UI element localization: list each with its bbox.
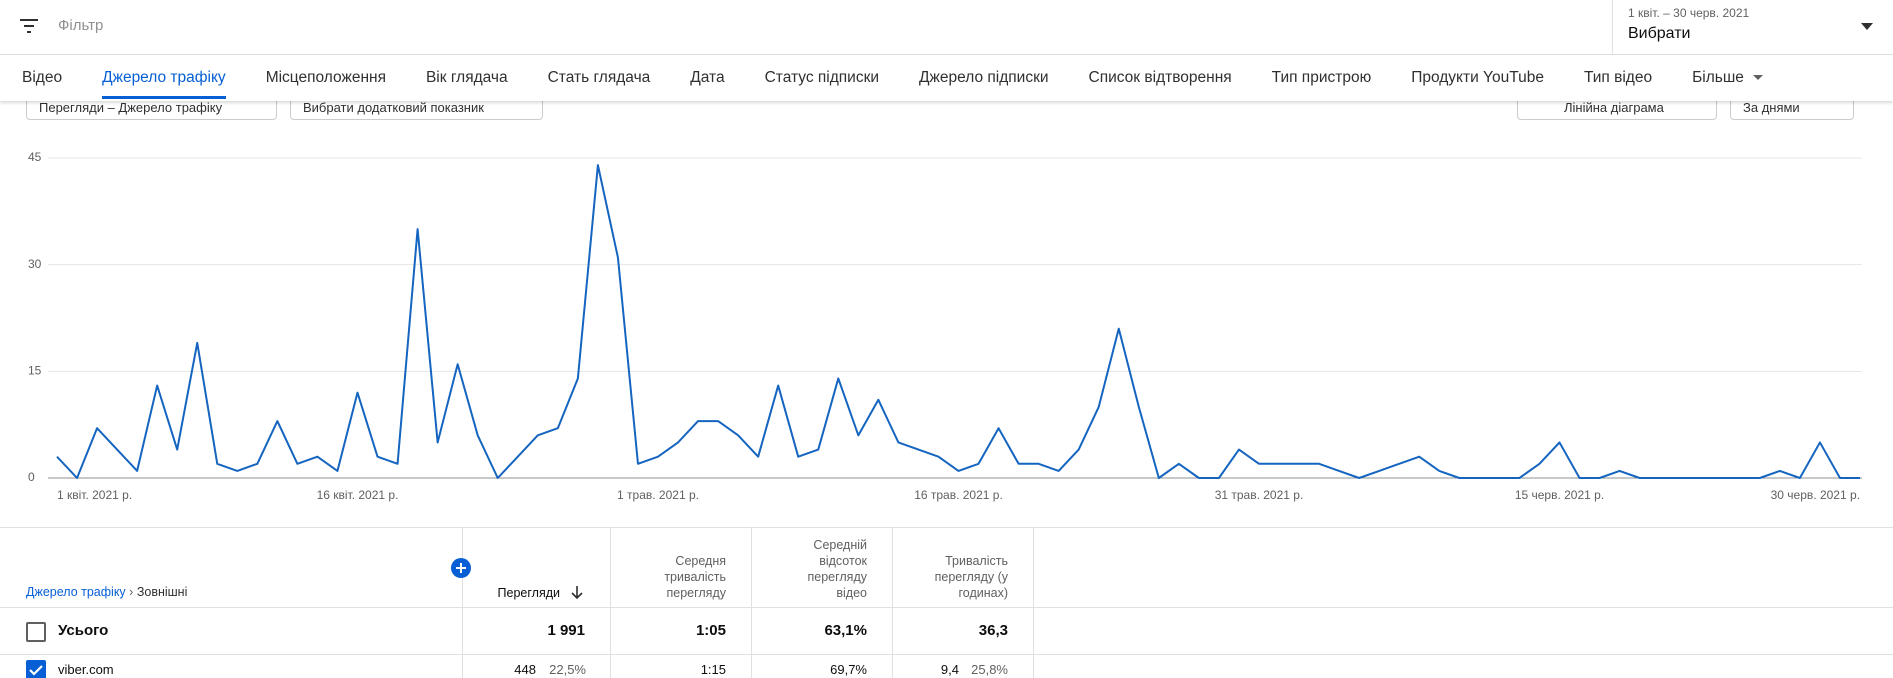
row-watch-time: 9,4 [940,662,959,677]
date-pick: Вибрати [1628,25,1691,42]
breadcrumb-current: Зовнішні [136,585,188,599]
y-tick-label: 15 [28,364,42,378]
tab[interactable]: Джерело трафіку [102,55,226,101]
column-header[interactable]: Перегляди [497,586,560,600]
add-column-button[interactable] [451,558,471,578]
chart: 0 15 30 45 1 квіт. 2021 р. 16 квіт. 2021 р. 1 … [28,150,1862,502]
tab[interactable]: Більше [1692,55,1766,101]
x-tick-label: 1 трав. 2021 р. [617,488,699,502]
tab[interactable]: Продукти YouTube [1411,69,1544,86]
col-divider [462,528,463,678]
x-tick-label: 1 квіт. 2021 р. [57,488,132,502]
breadcrumb-link[interactable]: Джерело трафіку [26,585,126,599]
row-divider [0,654,1893,655]
tab[interactable]: Тип відео [1583,69,1653,86]
col-divider [751,528,752,678]
total-label: Усього [58,622,109,639]
tab[interactable]: Місцеположення [265,69,386,86]
tab[interactable]: Список відтворення [1088,69,1232,86]
tab[interactable]: Вік глядача [425,69,508,86]
row-avg-percent: 69,7% [830,662,867,677]
x-tick-label: 16 квіт. 2021 р. [317,488,399,502]
top-bar: Фільтр 1 квіт. – 30 черв. 2021 Вибрати [0,0,1893,55]
total-avg-duration: 1:05 [695,622,726,639]
table: Джерело трафіку › Зовнішні Перегляди Сер… [0,527,1893,678]
x-tick-label: 31 трав. 2021 р. [1215,488,1304,502]
row-views-share: 22,5% [549,662,586,677]
tab[interactable]: Тип пристрою [1271,69,1372,86]
tab[interactable]: Стать глядача [547,69,651,86]
y-tick-label: 45 [28,150,42,164]
tab[interactable]: Відео [22,69,63,86]
checkbox-checked[interactable] [26,660,46,678]
col-divider [610,528,611,678]
tab-bar: Відео Джерело трафіку Місцеположення Вік гл… [0,55,1893,101]
x-tick-label: 15 черв. 2021 р. [1515,488,1604,502]
y-tick-label: 30 [28,257,42,271]
tab[interactable]: Статус підписки [764,69,880,86]
breadcrumb: Джерело трафіку › Зовнішні [26,585,188,599]
row-divider [0,607,1893,608]
dropdown-arrow [1752,74,1763,80]
line-series [56,164,1860,479]
col-divider [892,528,893,678]
dropdown-arrow [1861,23,1873,30]
x-tick-label: 16 трав. 2021 р. [914,488,1003,502]
column-header[interactable]: Середній відсоток перегляду відео [807,538,867,600]
checkbox[interactable] [26,622,46,642]
sort-arrow [571,586,583,600]
col-divider [1033,528,1034,678]
column-header[interactable]: Тривалість перегляду (у годинах) [934,554,1008,600]
row-watch-share: 25,8% [971,662,1008,677]
date-picker[interactable]: 1 квіт. – 30 черв. 2021 Вибрати [1612,0,1893,54]
filter-icon[interactable] [20,19,40,35]
column-header[interactable]: Середня тривалість перегляду [664,554,726,600]
x-tick-label: 30 черв. 2021 р. [1771,488,1860,502]
row-label[interactable]: viber.com [58,662,114,677]
total-avg-percent: 63,1% [824,622,867,639]
row-avg-duration: 1:15 [700,662,726,677]
total-views: 1 991 [547,622,585,639]
filter-input[interactable]: Фільтр [58,17,104,34]
tab[interactable]: Джерело підписки [919,69,1049,86]
total-watch-time: 36,3 [978,622,1008,639]
tab[interactable]: Дата [690,69,725,86]
date-range: 1 квіт. – 30 черв. 2021 [1628,6,1750,20]
row-views: 448 [514,662,536,677]
y-tick-label: 0 [28,470,35,484]
